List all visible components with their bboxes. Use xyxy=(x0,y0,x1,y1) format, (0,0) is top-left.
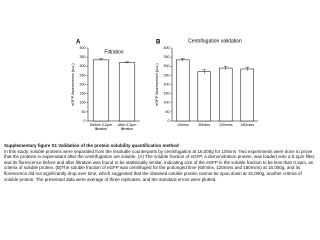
y-axis-label: eGFP fluorescence (a.u.) xyxy=(71,63,75,106)
x-tick-label: 60mins xyxy=(198,123,211,127)
y-tick-label: 150 xyxy=(80,92,86,96)
bar xyxy=(240,68,254,122)
bar xyxy=(176,59,190,122)
y-axis-label: eGFP fluorescence (a.u.) xyxy=(155,63,159,106)
y-tick-label: 200 xyxy=(80,82,86,86)
y-tick-label: 400 xyxy=(80,46,86,50)
caption-title: Supplementary figure S1 Validation of th… xyxy=(4,143,179,148)
bar xyxy=(219,67,233,122)
caption-text: In this study, soluble proteins were sep… xyxy=(4,148,316,182)
x-tick-label: 180mins xyxy=(240,123,255,127)
y-tick-label: 100 xyxy=(164,101,170,105)
y-tick-label: 50 xyxy=(166,110,170,114)
figure: A Filtration eGFP fluorescence (a.u.) 0 50 10… xyxy=(71,38,258,123)
y-tick-label: 50 xyxy=(82,110,86,114)
y-tick-label: 200 xyxy=(164,82,170,86)
caption: Supplementary figure S1 Validation of th… xyxy=(4,143,316,182)
y-tick-label: 100 xyxy=(80,101,86,105)
y-tick-label: 250 xyxy=(164,73,170,77)
panel-label: A xyxy=(76,40,81,46)
y-tick-label: 350 xyxy=(164,55,170,59)
bar xyxy=(118,62,136,122)
bar xyxy=(92,59,110,122)
y-tick-label: 0 xyxy=(84,119,86,123)
y-tick-label: 0 xyxy=(168,119,170,123)
x-tick-label: After 0.2μm filtration xyxy=(117,123,137,131)
chart-title: Filtration xyxy=(104,49,123,55)
x-tick-label: 10mins xyxy=(176,123,189,127)
panel-label: B xyxy=(156,40,161,46)
x-tick-label: Before 0.2μm filtration xyxy=(90,123,112,131)
y-tick-label: 350 xyxy=(80,55,86,59)
y-tick-label: 300 xyxy=(80,64,86,68)
chart-title: Centrifugation validation xyxy=(188,38,242,44)
bar xyxy=(197,71,211,122)
y-tick-label: 300 xyxy=(164,64,170,68)
y-tick-label: 150 xyxy=(164,92,170,96)
y-tick-label: 400 xyxy=(164,46,170,50)
y-tick-label: 250 xyxy=(80,73,86,77)
x-tick-label: 120mins xyxy=(218,123,233,127)
